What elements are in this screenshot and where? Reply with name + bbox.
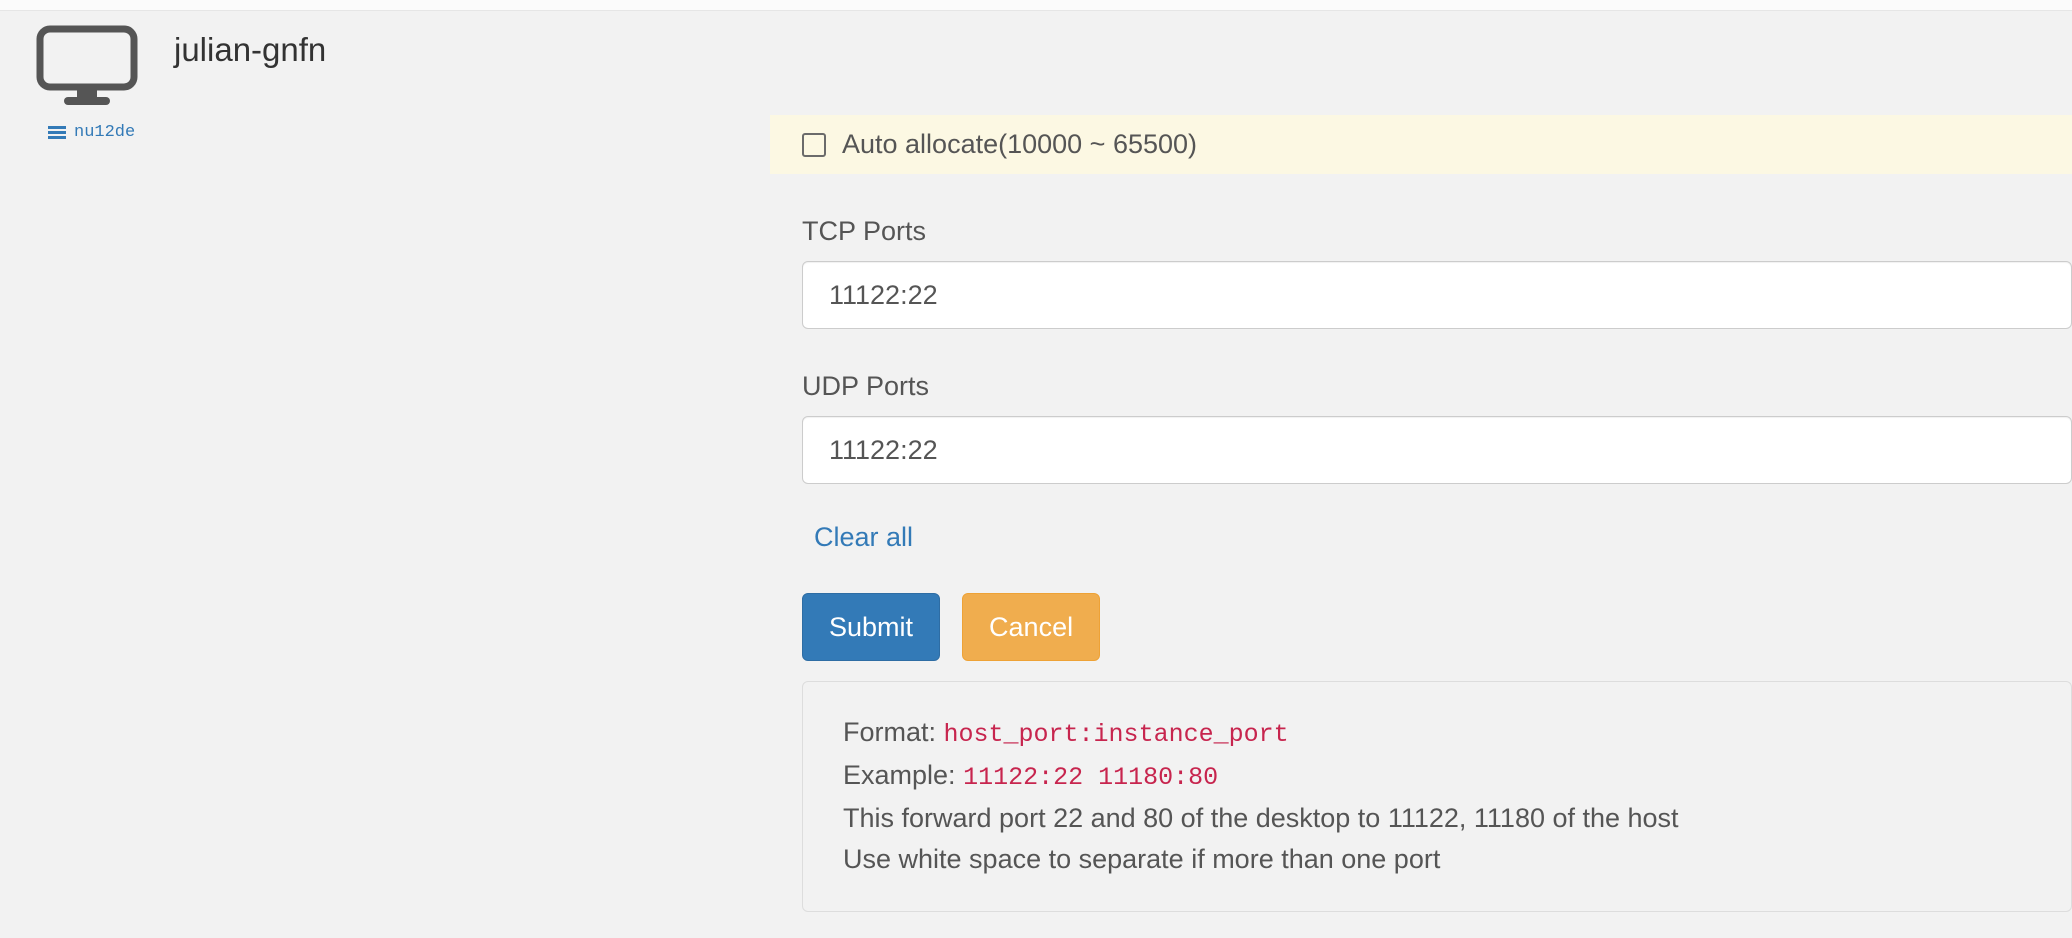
- udp-ports-block: UDP Ports: [802, 371, 2072, 484]
- tcp-ports-input[interactable]: [802, 261, 2072, 329]
- tcp-ports-label: TCP Ports: [802, 216, 2072, 247]
- info-example-label: Example:: [843, 760, 956, 790]
- left-column: julian-gnfn nu12de: [0, 11, 770, 142]
- auto-allocate-row: Auto allocate(10000 ~ 65500): [770, 115, 2072, 174]
- info-format-line: Format: host_port:instance_port: [843, 712, 2031, 755]
- top-bar: [0, 0, 2072, 11]
- info-line-1: This forward port 22 and 80 of the deskt…: [843, 798, 2031, 840]
- info-format-label: Format:: [843, 717, 936, 747]
- desktop-icon: [36, 25, 136, 109]
- info-format-code: host_port:instance_port: [944, 720, 1289, 749]
- page-title: julian-gnfn: [174, 31, 326, 69]
- info-panel: Format: host_port:instance_port Example:…: [802, 681, 2072, 912]
- info-line-2: Use white space to separate if more than…: [843, 839, 2031, 881]
- auto-allocate-label: Auto allocate(10000 ~ 65500): [842, 129, 1197, 160]
- auto-allocate-checkbox[interactable]: [802, 133, 826, 157]
- cancel-button[interactable]: Cancel: [962, 593, 1100, 661]
- info-example-line: Example: 11122:22 11180:80: [843, 755, 2031, 798]
- form-column: Auto allocate(10000 ~ 65500) TCP Ports U…: [770, 11, 2072, 912]
- udp-ports-label: UDP Ports: [802, 371, 2072, 402]
- submit-button[interactable]: Submit: [802, 593, 940, 661]
- node-icon: [48, 126, 66, 140]
- node-link-row[interactable]: nu12de: [48, 123, 770, 142]
- udp-ports-input[interactable]: [802, 416, 2072, 484]
- button-row: Submit Cancel: [802, 593, 2072, 661]
- node-link[interactable]: nu12de: [74, 123, 135, 142]
- page: julian-gnfn nu12de Auto allocate(10000 ~…: [0, 11, 2072, 912]
- tcp-ports-block: TCP Ports: [802, 216, 2072, 329]
- info-example-code: 11122:22 11180:80: [963, 763, 1218, 792]
- title-row: julian-gnfn: [36, 25, 770, 109]
- clear-all-link[interactable]: Clear all: [814, 522, 913, 553]
